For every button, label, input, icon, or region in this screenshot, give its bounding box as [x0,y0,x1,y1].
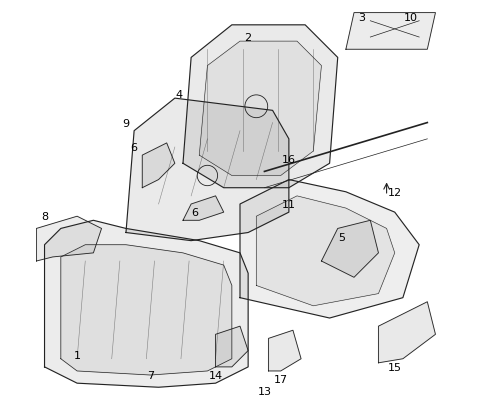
Text: 15: 15 [388,362,402,372]
Polygon shape [61,245,232,375]
Text: 17: 17 [274,374,288,384]
Polygon shape [216,326,248,367]
Text: 5: 5 [338,232,345,242]
Polygon shape [45,221,248,387]
Text: 16: 16 [282,155,296,165]
Text: 4: 4 [175,90,182,100]
Text: 2: 2 [245,33,252,43]
Text: 8: 8 [41,212,48,222]
Text: 1: 1 [73,350,81,360]
Polygon shape [268,330,301,371]
Text: 6: 6 [192,208,199,218]
Polygon shape [36,217,102,261]
Text: 3: 3 [359,13,366,22]
Polygon shape [183,26,338,188]
Text: 11: 11 [282,200,296,209]
Polygon shape [256,196,395,306]
Polygon shape [126,99,289,241]
Text: 7: 7 [147,370,154,380]
Text: 12: 12 [388,187,402,197]
Text: 9: 9 [122,118,130,128]
Text: 14: 14 [208,370,223,380]
Text: 13: 13 [257,387,271,396]
Polygon shape [240,180,419,318]
Polygon shape [199,42,322,176]
Polygon shape [322,221,378,278]
Polygon shape [142,144,175,188]
Text: 6: 6 [131,143,138,153]
Polygon shape [183,196,224,221]
Polygon shape [346,13,435,50]
Polygon shape [378,302,435,363]
Text: 10: 10 [404,13,418,22]
